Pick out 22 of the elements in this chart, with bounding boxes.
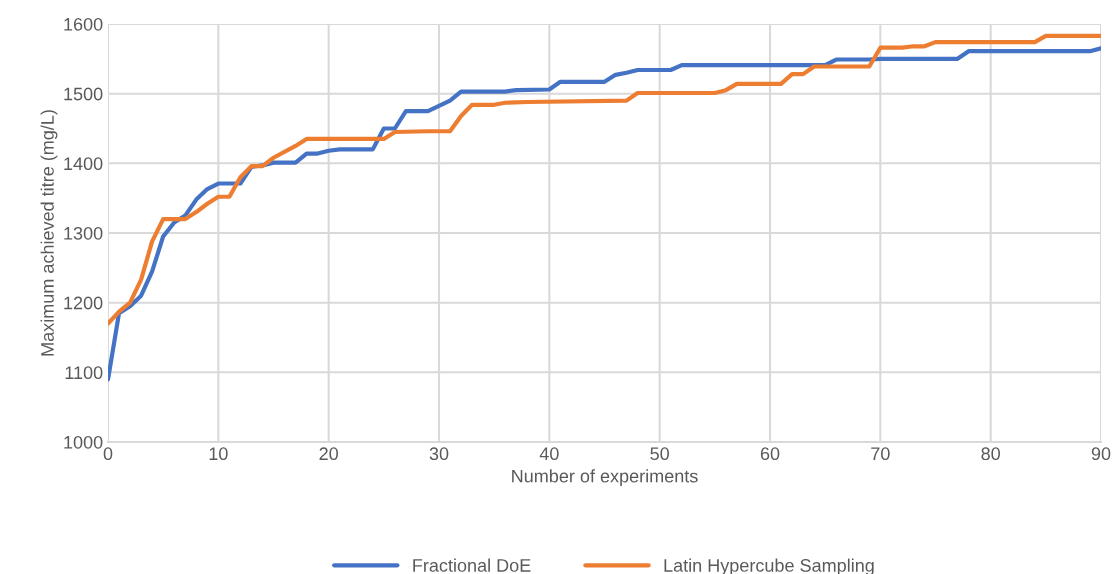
x-tick-label: 80 (981, 447, 1000, 461)
y-tick-label: 1000 (64, 435, 103, 449)
y-tick-label: 1100 (65, 366, 103, 380)
legend-label: Fractional DoE (413, 558, 531, 572)
x-tick-label: 10 (209, 447, 228, 461)
x-tick-label: 0 (103, 447, 113, 461)
x-tick-label: 90 (1091, 447, 1111, 461)
x-axis-title: Number of experiments (512, 469, 698, 487)
x-tick-label: 30 (429, 447, 449, 461)
y-tick-label: 1200 (64, 296, 103, 310)
x-tick-label: 20 (319, 447, 338, 461)
x-tick-label: 60 (760, 447, 780, 461)
y-tick-label: 1400 (64, 157, 103, 171)
y-tick-label: 1300 (64, 226, 103, 240)
line-series (108, 46, 1101, 382)
line-series (108, 33, 1101, 326)
y-tick-label: 1500 (64, 87, 103, 101)
y-axis-title: Maximum achieved titre (mg/L) (40, 110, 58, 356)
x-tick-label: 50 (650, 447, 669, 461)
x-tick-label: 40 (539, 447, 559, 461)
x-tick-label: 70 (871, 447, 890, 461)
y-tick-label: 1600 (64, 17, 103, 31)
